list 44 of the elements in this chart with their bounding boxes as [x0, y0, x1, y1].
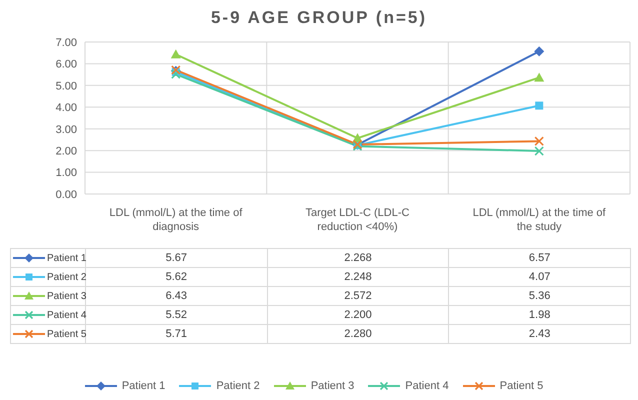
point: [534, 136, 544, 146]
data-label: 6.57: [448, 248, 630, 268]
y-tick-label: 5.00: [56, 80, 77, 92]
chart-title: 5-9 AGE GROUP (n=5): [210, 8, 428, 28]
text: Patient 4: [405, 380, 449, 392]
y-tick-label: 3.00: [56, 124, 77, 136]
data-label: 2.572: [267, 286, 449, 306]
text: Patient 5: [500, 380, 544, 392]
legend-label: Patient 1: [47, 252, 86, 264]
x-tick-label: Target LDL-C (LDL-C reduction <40%): [306, 207, 410, 233]
data-label: 2.248: [267, 268, 449, 286]
point: [171, 69, 181, 79]
point: [534, 146, 544, 156]
data-label: 5.62: [86, 268, 268, 286]
x-tick-label: LDL (mmol/L) at the time of the study: [472, 207, 607, 233]
x-tick-label: LDL (mmol/L) at the time of diagnosis: [109, 207, 244, 233]
data-label: 2.43: [448, 324, 630, 344]
data-label: 2.200: [267, 306, 449, 324]
data-label: 5.52: [86, 306, 268, 324]
data-label: 2.280: [267, 324, 449, 344]
point: [535, 102, 544, 110]
data-label: 5.71: [86, 324, 268, 344]
data-label: 5.67: [86, 248, 268, 268]
data-label: 1.98: [448, 306, 630, 324]
y-tick-label: 1.00: [56, 167, 77, 180]
point: [170, 49, 181, 58]
y-tick-label: 2.00: [56, 145, 77, 158]
data-label: 2.268: [267, 248, 449, 268]
y-tick-label: 4.00: [56, 102, 77, 114]
legend-label: Patient 4: [47, 310, 86, 321]
legend-label: Patient 5: [47, 328, 86, 340]
point: [534, 46, 544, 56]
legend-label: Patient 2: [47, 272, 86, 283]
y-tick-label: 7.00: [56, 36, 77, 49]
data-label: 4.07: [448, 268, 630, 286]
y-tick-label: 6.00: [56, 58, 77, 71]
y-tick-label: 0.00: [56, 188, 77, 201]
data-label: 6.43: [86, 286, 268, 306]
point: [534, 72, 544, 82]
text: Patient 1: [122, 380, 166, 392]
text: Patient 3: [310, 380, 354, 392]
text: Patient 2: [216, 380, 260, 392]
legend-label: Patient 3: [47, 290, 86, 302]
data-label: 5.36: [448, 286, 630, 306]
